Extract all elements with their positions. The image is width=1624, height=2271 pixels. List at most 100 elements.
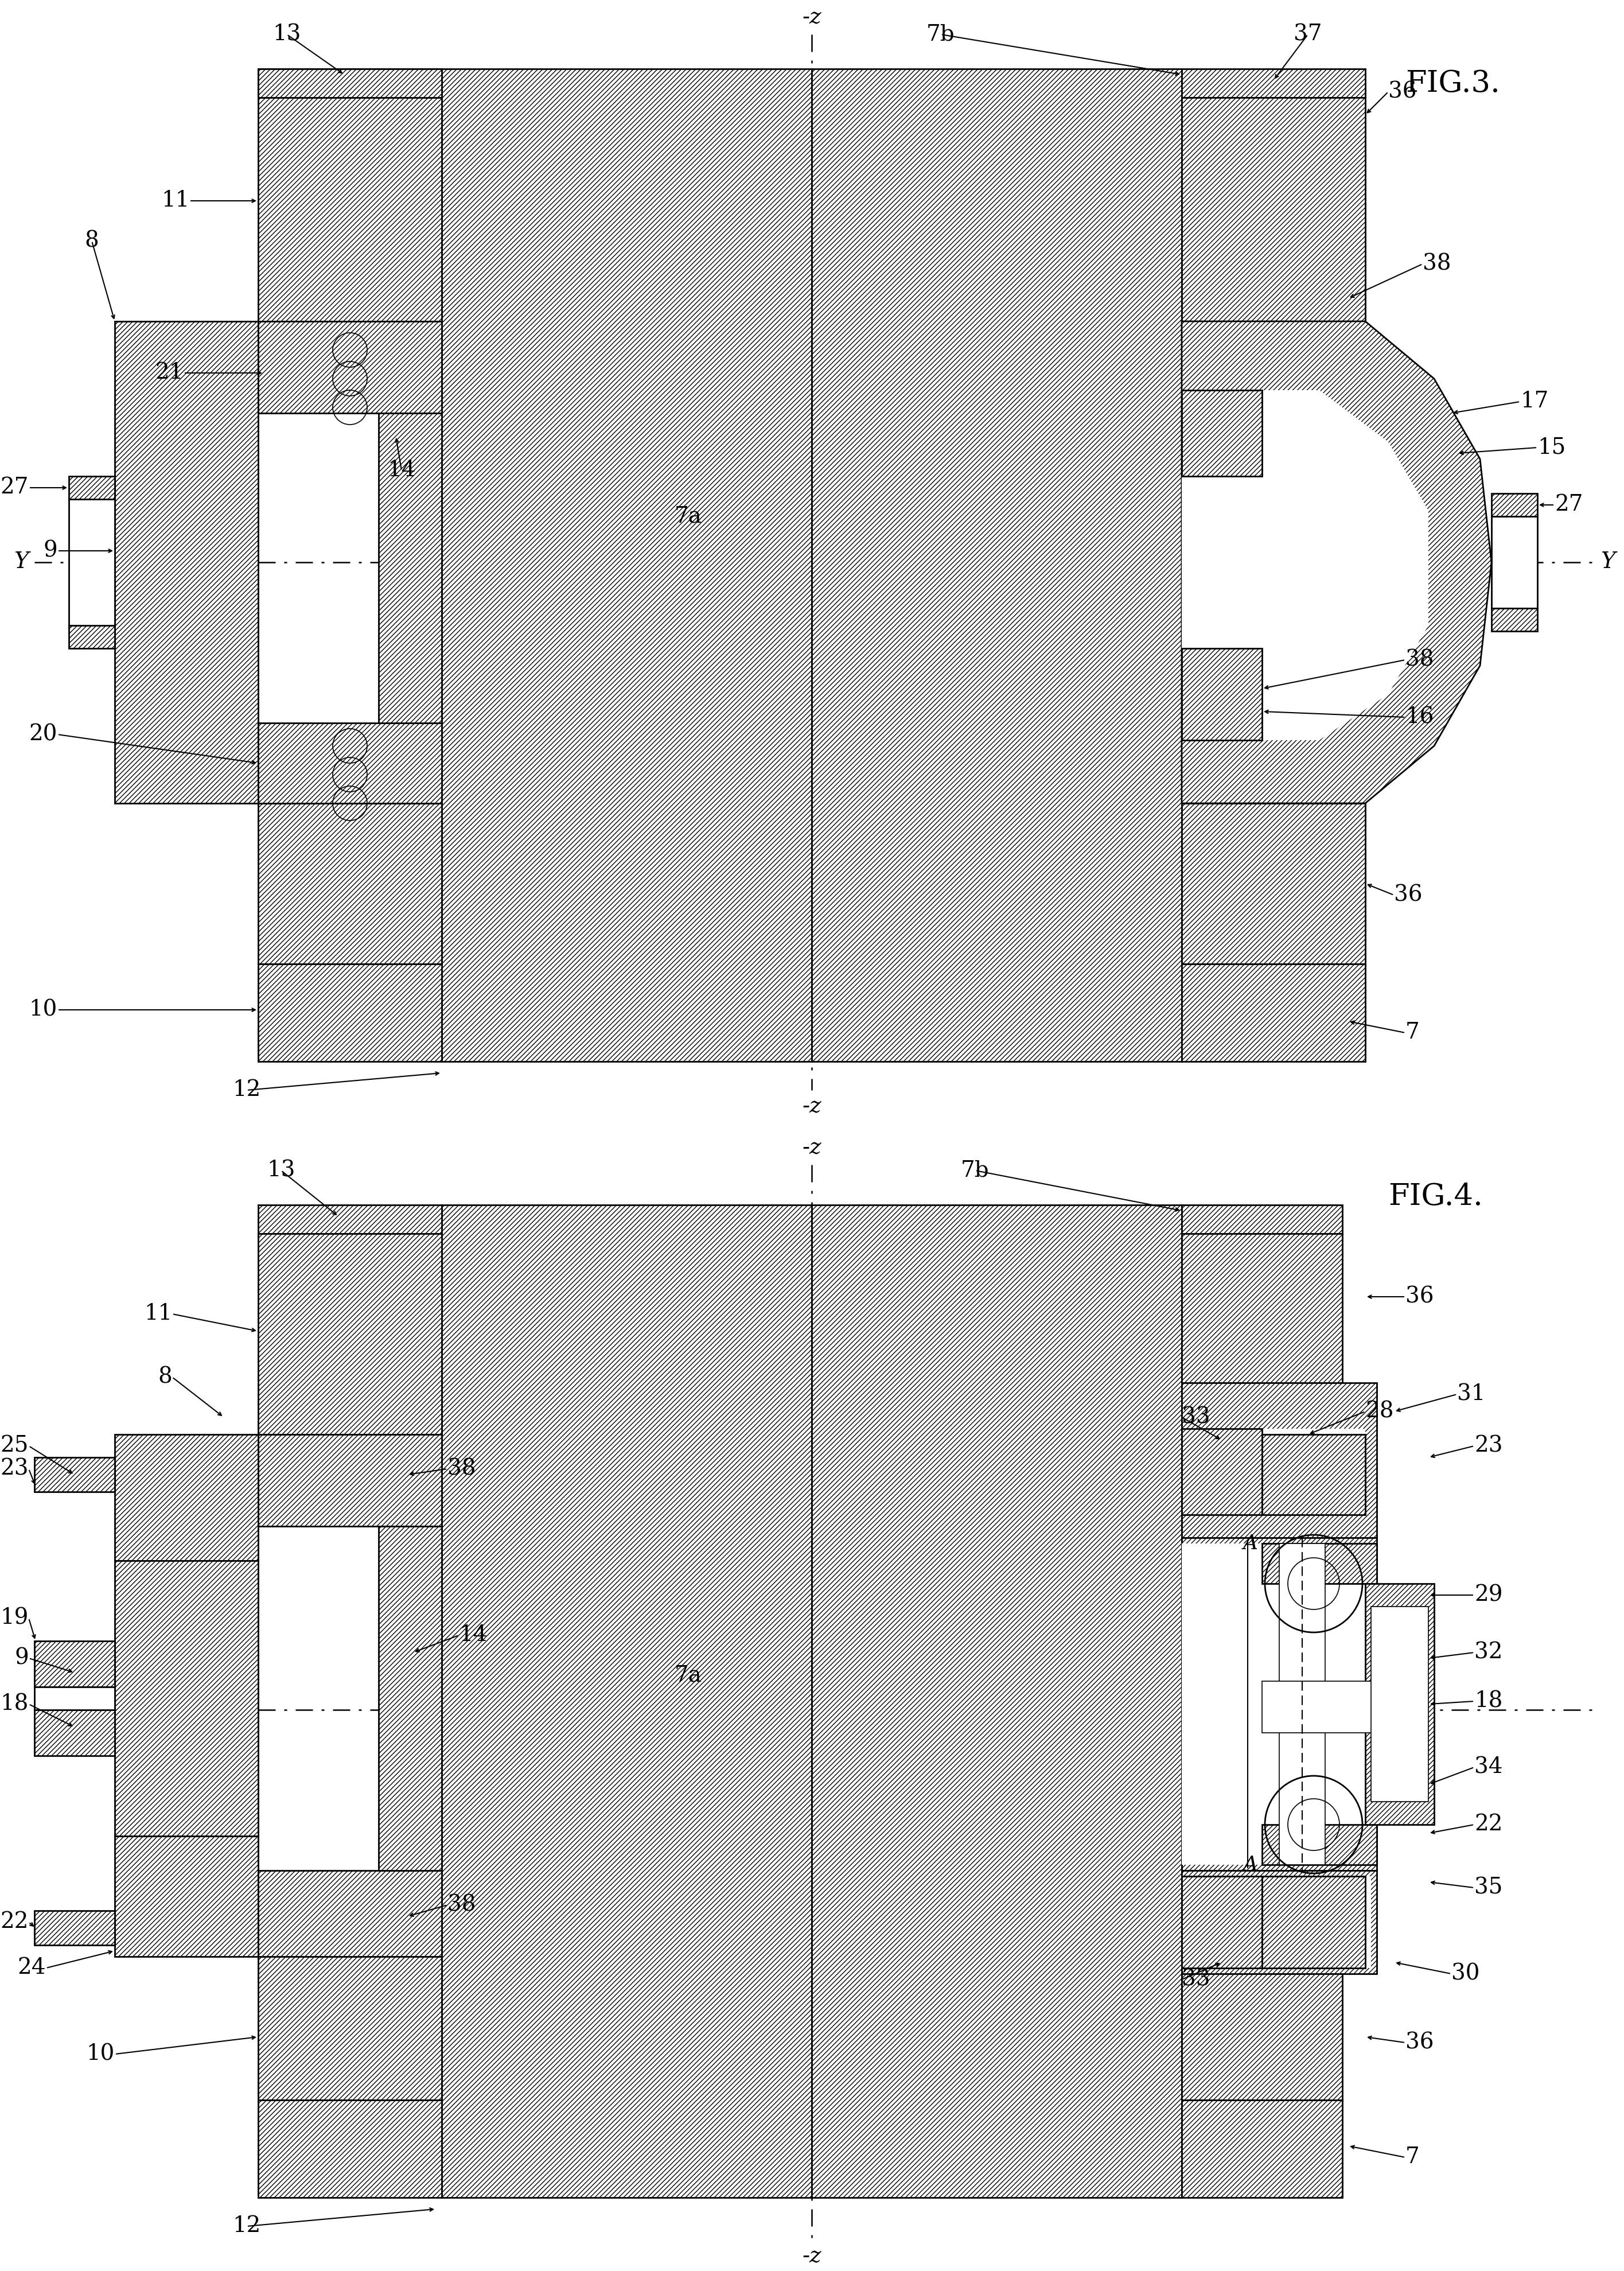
Text: 13: 13: [266, 1160, 296, 1181]
Polygon shape: [258, 1206, 442, 1233]
Text: 17: 17: [1520, 391, 1549, 413]
Polygon shape: [258, 68, 442, 98]
Polygon shape: [442, 68, 812, 1061]
Polygon shape: [1366, 1583, 1434, 1824]
Text: 12: 12: [232, 2216, 261, 2237]
Text: Y: Y: [1601, 552, 1616, 572]
Text: 36: 36: [1405, 1285, 1434, 1308]
Text: 28: 28: [1366, 1401, 1393, 1422]
Text: 7a: 7a: [674, 506, 702, 527]
Text: 11: 11: [161, 191, 190, 211]
Text: 29: 29: [1475, 1585, 1502, 1606]
Text: 9: 9: [15, 1646, 29, 1669]
Polygon shape: [1262, 1876, 1366, 1969]
Polygon shape: [1262, 1824, 1377, 1864]
Text: 14: 14: [388, 461, 416, 481]
Polygon shape: [1182, 413, 1366, 711]
Polygon shape: [258, 963, 442, 1061]
Text: 7b: 7b: [961, 1160, 989, 1181]
Text: 7: 7: [1405, 2146, 1419, 2169]
Text: -z: -z: [802, 7, 822, 30]
Polygon shape: [258, 2101, 442, 2198]
Text: 33: 33: [1182, 1969, 1210, 1989]
Text: -z: -z: [802, 2246, 822, 2266]
Text: 25: 25: [0, 1435, 29, 1456]
Polygon shape: [258, 1435, 442, 1526]
Polygon shape: [1182, 98, 1366, 320]
Polygon shape: [1262, 1681, 1377, 1733]
Polygon shape: [1262, 1544, 1377, 1583]
Text: 11: 11: [145, 1304, 172, 1324]
Text: 38: 38: [1423, 254, 1452, 275]
Text: 37: 37: [1294, 23, 1322, 45]
Polygon shape: [68, 625, 115, 647]
Polygon shape: [34, 1687, 115, 1710]
Text: 34: 34: [1475, 1755, 1502, 1778]
Text: 27: 27: [1554, 495, 1583, 516]
Polygon shape: [1182, 391, 1262, 477]
Polygon shape: [812, 68, 1182, 1061]
Text: 23: 23: [1475, 1435, 1502, 1456]
Text: 8: 8: [84, 229, 99, 252]
Polygon shape: [258, 98, 442, 320]
Polygon shape: [1182, 320, 1491, 804]
Polygon shape: [115, 320, 258, 804]
Polygon shape: [115, 1435, 258, 1560]
Text: 13: 13: [273, 23, 300, 45]
Polygon shape: [1182, 1973, 1343, 2101]
Polygon shape: [1182, 1428, 1262, 1515]
Polygon shape: [68, 477, 115, 500]
Text: 16: 16: [1405, 706, 1434, 727]
Polygon shape: [115, 1560, 258, 1835]
Polygon shape: [1182, 1537, 1377, 1871]
Polygon shape: [1182, 1428, 1366, 1515]
Polygon shape: [1182, 1206, 1343, 1233]
Polygon shape: [1262, 1435, 1366, 1515]
Text: 7a: 7a: [674, 1665, 702, 1685]
Text: 30: 30: [1452, 1962, 1479, 1985]
Polygon shape: [1182, 1544, 1371, 1864]
Text: 15: 15: [1538, 436, 1566, 459]
Polygon shape: [34, 1910, 115, 1944]
Text: A: A: [1242, 1855, 1259, 1874]
Polygon shape: [115, 1835, 258, 1958]
Polygon shape: [258, 1958, 442, 2101]
Text: 22: 22: [1475, 1815, 1502, 1835]
Text: 21: 21: [156, 363, 184, 384]
Text: 10: 10: [86, 2044, 115, 2064]
Text: Y: Y: [15, 552, 29, 572]
Polygon shape: [68, 500, 115, 625]
Polygon shape: [1280, 1544, 1325, 1864]
Text: 23: 23: [0, 1458, 29, 1478]
Text: 27: 27: [0, 477, 29, 497]
Text: 36: 36: [1393, 883, 1423, 906]
Text: 24: 24: [18, 1958, 45, 1978]
Polygon shape: [1371, 1606, 1429, 1801]
Polygon shape: [378, 413, 442, 722]
Polygon shape: [1182, 1233, 1343, 1383]
Polygon shape: [1182, 1876, 1371, 1969]
Polygon shape: [1366, 413, 1491, 575]
Polygon shape: [1182, 391, 1429, 740]
Polygon shape: [258, 1233, 442, 1435]
Polygon shape: [378, 1526, 442, 1871]
Text: -z: -z: [802, 1138, 822, 1158]
Polygon shape: [1182, 647, 1262, 740]
Text: 32: 32: [1475, 1642, 1502, 1662]
Text: FIG.3.: FIG.3.: [1405, 68, 1501, 98]
Text: 36: 36: [1405, 2033, 1434, 2053]
Text: FIG.4.: FIG.4.: [1389, 1181, 1483, 1210]
Polygon shape: [258, 68, 442, 98]
Text: 18: 18: [0, 1694, 29, 1715]
Polygon shape: [1182, 804, 1366, 963]
Text: 38: 38: [448, 1894, 476, 1914]
Polygon shape: [34, 1710, 115, 1755]
Text: 31: 31: [1457, 1383, 1486, 1406]
Text: 7: 7: [1405, 1022, 1419, 1042]
Polygon shape: [1182, 320, 1262, 413]
Text: 9: 9: [44, 540, 57, 561]
Polygon shape: [1182, 68, 1366, 98]
Text: 20: 20: [29, 724, 57, 745]
Text: 35: 35: [1475, 1878, 1502, 1899]
Text: 38: 38: [448, 1458, 476, 1478]
